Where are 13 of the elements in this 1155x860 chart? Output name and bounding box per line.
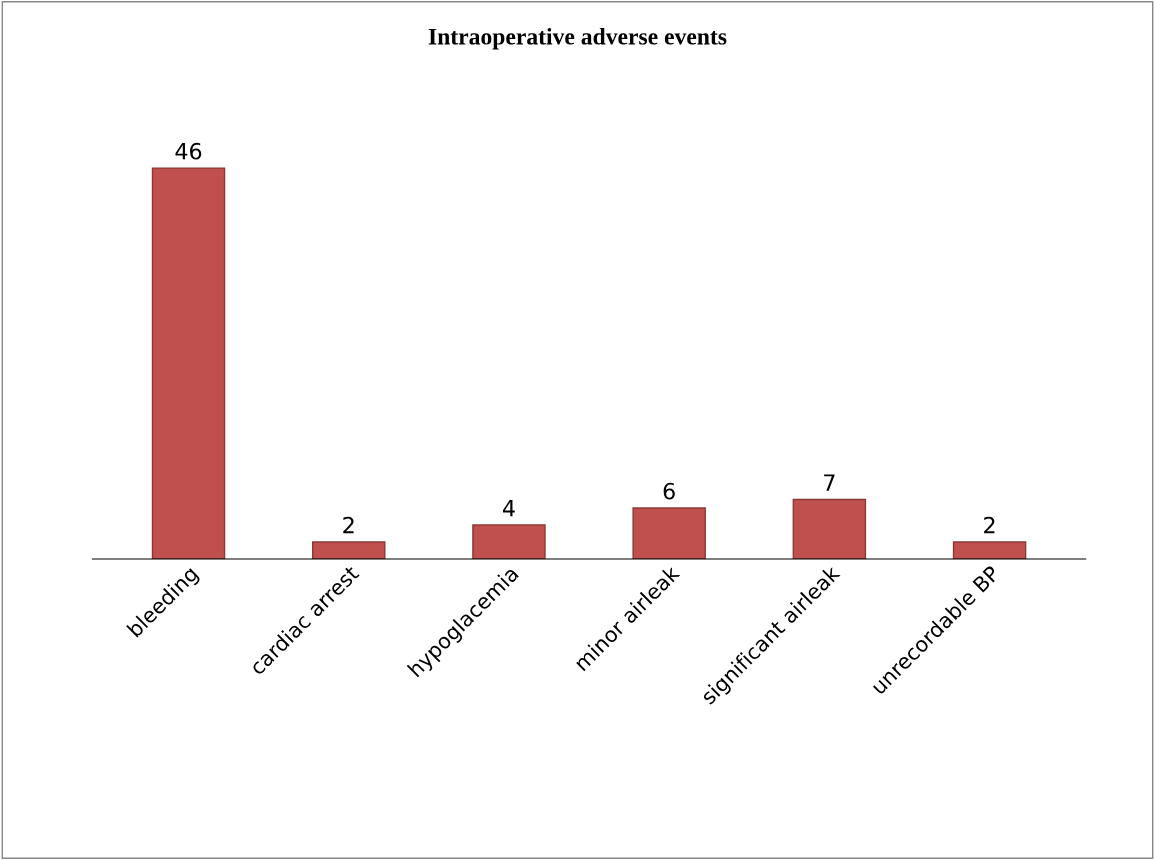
bar <box>632 507 706 559</box>
data-label: 7 <box>824 474 835 491</box>
data-label: 46 <box>175 142 202 160</box>
chart-title: Intraoperative adverse events <box>428 27 727 50</box>
bar <box>792 498 867 559</box>
bar <box>311 541 386 559</box>
data-label: 6 <box>663 482 675 500</box>
data-label: 4 <box>502 500 515 517</box>
data-label: 2 <box>984 516 995 534</box>
bar <box>952 541 1027 559</box>
bar <box>151 167 226 559</box>
bar <box>472 524 546 559</box>
data-label: 2 <box>343 516 354 534</box>
